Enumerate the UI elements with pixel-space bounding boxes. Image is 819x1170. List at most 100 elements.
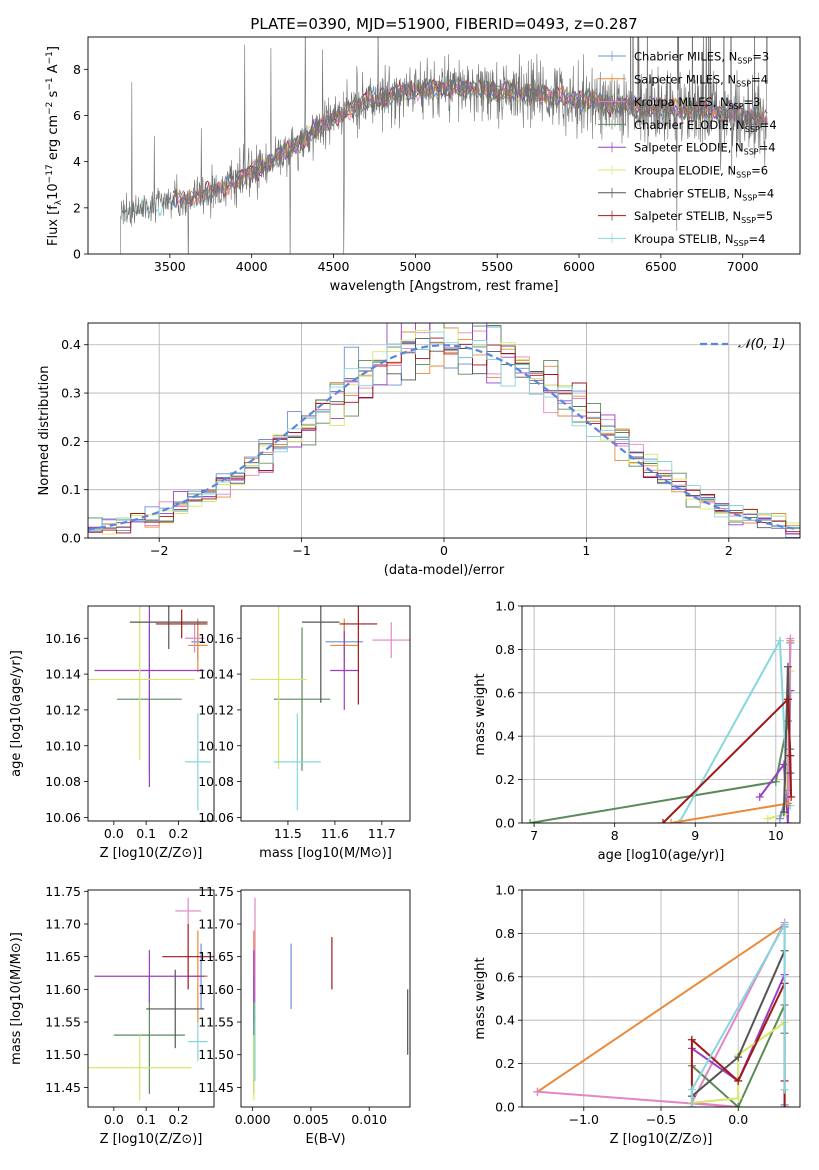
x-tick-label: 10 [768, 828, 784, 843]
y-label-part: 10 [46, 183, 61, 200]
x-tick-label: 0.010 [351, 1112, 387, 1127]
x-tick-label: 8 [611, 828, 619, 843]
y-tick-label: 6 [73, 108, 81, 123]
weight-line-kroupa_stelib [690, 920, 786, 1107]
panel-mass_vs_EBV: 0.000 0.005 0.010 11.45 11.50 11.55 11.60 11.65… [198, 884, 411, 1147]
y-tick-label: 0.6 [495, 685, 515, 700]
y-tick-label: 11.70 [198, 916, 234, 931]
legend-label-salpeter_miles: Salpeter MILES, NSSP=4 [634, 72, 768, 88]
legend-label-chabrier_miles: Chabrier MILES, NSSP=3 [634, 50, 769, 66]
y-tick-label: 11.55 [198, 1015, 234, 1030]
y-axis-label: age [log10(age/yr)] [9, 650, 24, 777]
legend-main: Kroupa ELODIE, N [634, 164, 736, 178]
y-tick-label: 10.16 [198, 631, 234, 646]
x-tick-label: −1.0 [569, 1112, 599, 1127]
y-label-part: Flux [f [46, 205, 61, 246]
data-spectrum-line [120, 37, 768, 254]
y-label-part: ] [46, 46, 61, 51]
x-tick-label: −1 [292, 543, 310, 558]
y-tick-label: 10.08 [45, 774, 81, 789]
x-tick-label: 0.0 [728, 1112, 748, 1127]
legend-main: Salpeter ELODIE, N [634, 141, 744, 155]
y-tick-label: 10.06 [198, 810, 234, 825]
x-tick-label: 7000 [727, 259, 759, 274]
y-tick-label: 0.6 [495, 969, 515, 984]
y-tick-label: 0.8 [495, 926, 515, 941]
axes-frame [87, 322, 801, 539]
plot-area [253, 897, 409, 1101]
y-tick-label: 0.4 [495, 1013, 515, 1028]
legend-label-salpeter_stelib: Salpeter STELIB, NSSP=5 [634, 209, 773, 225]
x-tick-label: 0.0 [104, 1112, 124, 1127]
plot-area [88, 897, 214, 1101]
panel-residual_hist: −2 −1 0 1 2 0.0 0.1 0.2 0.3 0.4 (data-model)/error… [37, 322, 801, 578]
weight-line-kroupa_miles [537, 922, 786, 1107]
legend-end: =6 [751, 164, 768, 178]
y-tick-label: 0.0 [61, 531, 81, 546]
x-tick-label: 0.1 [136, 826, 156, 841]
legend-label-chabrier_stelib: Chabrier STELIB, NSSP=4 [634, 186, 774, 202]
y-label-part: −2 [45, 102, 55, 115]
y-tick-label: 0.2 [495, 772, 515, 787]
x-tick-label: 0.005 [293, 1112, 329, 1127]
y-label-part: −1 [45, 51, 55, 64]
y-tick-label: 11.60 [198, 982, 234, 997]
y-tick-label: 11.65 [198, 949, 234, 964]
legend-end: =4 [759, 141, 776, 155]
y-tick-label: 8 [73, 62, 81, 77]
legend-sub: SSP [734, 239, 749, 248]
x-tick-label: 0.000 [235, 1112, 271, 1127]
y-axis-label: Normed distribution [37, 366, 52, 496]
y-axis-label: Flux [fλ10−17 erg cm−2 s−1 A−1] [45, 46, 64, 246]
figure-title: PLATE=0390, MJD=51900, FIBERID=0493, z=0… [250, 15, 637, 33]
y-tick-label: 0.2 [495, 1056, 515, 1071]
legend-end: =4 [760, 118, 777, 132]
legend-main: Chabrier STELIB, N [634, 186, 742, 200]
x-axis-label: E(B-V) [305, 1132, 345, 1147]
y-tick-label: 0.8 [495, 642, 515, 657]
x-axis-label: Z [log10(Z/Z⊙)] [610, 1132, 713, 1147]
legend-label-chabrier_elodie: Chabrier ELODIE, NSSP=4 [634, 118, 777, 134]
axes-frame [240, 605, 411, 822]
x-tick-label: 4000 [236, 259, 268, 274]
hist-step-salpeter_miles [88, 331, 800, 531]
plot-area [526, 634, 796, 823]
weight-line-kroupa_elodie [691, 1021, 786, 1104]
legend-label-kroupa_miles: Kroupa MILES, NSSP=3 [634, 95, 760, 111]
legend-sub: SSP [742, 193, 757, 202]
panel-age_vs_mass: 11.5 11.6 11.7 10.06 10.08 10.10 10.12 10.14 10.… [198, 605, 411, 861]
y-tick-label: 11.50 [45, 1047, 81, 1062]
y-tick-label: 11.60 [45, 982, 81, 997]
x-tick-label: 5500 [481, 259, 513, 274]
legend-main: Kroupa STELIB, N [634, 232, 734, 246]
x-tick-label: 0 [440, 543, 448, 558]
legend-end: =5 [756, 209, 773, 223]
legend-label-normal: 𝒩(0, 1) [738, 337, 785, 352]
x-axis-label: age [log10(age/yr)] [598, 848, 725, 863]
x-tick-label: 1 [582, 543, 590, 558]
x-tick-label: 4500 [318, 259, 350, 274]
x-axis-label: mass [log10(M/M⊙)] [259, 846, 392, 861]
x-tick-label: 0.2 [169, 826, 189, 841]
y-tick-label: 11.45 [198, 1080, 234, 1095]
y-axis-label: mass weight [473, 957, 488, 1039]
legend-end: =3 [744, 95, 761, 109]
axes-frame [521, 889, 801, 1108]
x-axis-label: Z [log10(Z/Z⊙)] [100, 846, 203, 861]
y-tick-label: 4 [73, 154, 81, 169]
y-tick-label: 0.0 [495, 816, 515, 831]
y-tick-label: 0.2 [61, 434, 81, 449]
x-tick-label: 2 [725, 543, 733, 558]
legend-main: Salpeter STELIB, N [634, 209, 741, 223]
y-label-part: erg cm [46, 115, 61, 164]
y-tick-label: 10.14 [45, 667, 81, 682]
x-tick-label: 0.1 [136, 1112, 156, 1127]
y-label-part: −17 [45, 164, 55, 183]
legend-sub: SSP [729, 102, 744, 111]
y-tick-label: 1.0 [495, 599, 515, 614]
y-tick-label: 0.4 [61, 337, 81, 352]
x-tick-label: 6500 [645, 259, 677, 274]
panel-weight_vs_age: 7 8 9 10 0.0 0.2 0.4 0.6 0.8 1.0 age [log10(age/yr… [473, 599, 801, 863]
x-axis-label: Z [log10(Z/Z⊙)] [100, 1132, 203, 1147]
panel-age_vs_Z: 0.0 0.1 0.2 10.06 10.08 10.10 10.12 10.14 10.16 Z… [9, 605, 215, 861]
